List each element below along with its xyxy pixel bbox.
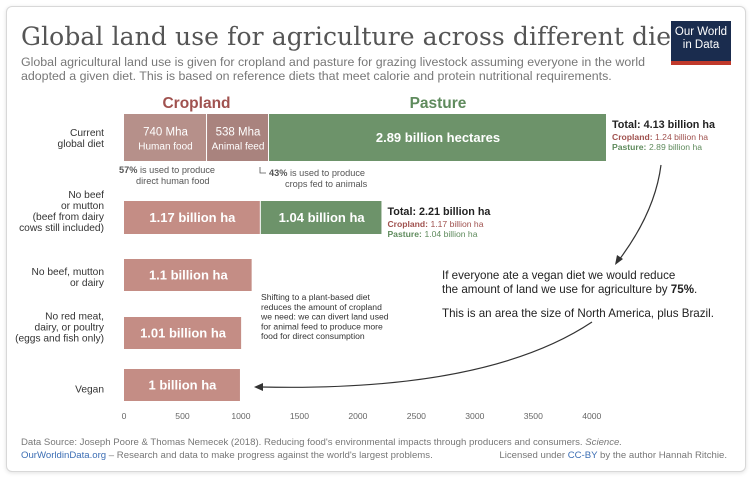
logo-line-2: in Data [682, 39, 720, 51]
x-tick-label: 0 [122, 411, 127, 421]
total-pasture-name: Pasture: [612, 142, 647, 152]
segment-value-label: 1.01 billion ha [140, 326, 227, 341]
x-tick-label: 1000 [231, 411, 250, 421]
chart-subtitle: Global agricultural land use is given fo… [21, 55, 645, 83]
diet-label: No beef, mutton or dairy [32, 267, 105, 289]
bar-segment-cropland [124, 317, 242, 349]
logo-line-1: Our World [674, 26, 728, 38]
arrow-current-head [615, 255, 623, 265]
legend-header-pasture: Pasture [410, 95, 467, 112]
annotation-shift-note: Shifting to a plant-based diet reduces th… [260, 292, 389, 341]
total-pasture-value: 1.04 billion ha [424, 229, 477, 239]
x-tick-label: 2000 [348, 411, 367, 421]
segment-value-label: 1.1 billion ha [149, 268, 229, 283]
arrow-callout-to-vegan [260, 321, 593, 388]
bar-segment-animal_feed [207, 114, 269, 161]
x-tick-label: 500 [175, 411, 190, 421]
callout-area-text: This is an area the size of North Americ… [442, 307, 714, 320]
segment-value-label: 1.17 billion ha [149, 210, 236, 225]
owid-logo[interactable]: Our World in Data [671, 21, 731, 65]
source-journal: Science. [585, 437, 623, 448]
land-use-chart: Cropland Pasture Current global diet 740 Mha… [15, 95, 716, 421]
bar-segment-pasture [269, 114, 606, 161]
legend-header-cropland: Cropland [162, 95, 230, 112]
diet-label: Vegan [75, 385, 104, 396]
license-suffix: by the author Hannah Ritchie. [597, 450, 727, 461]
license-prefix: Licensed under [499, 450, 568, 461]
total-cropland-value: 1.24 billion ha [655, 132, 708, 142]
diet-label: No beef or mutton (beef from dairy cows sti… [19, 190, 105, 234]
x-tick-label: 3000 [465, 411, 484, 421]
callout-vegan-line2: the amount of land we use for agricultur… [442, 283, 697, 296]
annotation-animal-feed: 43% is used to produce [269, 168, 365, 178]
bar-segment-cropland [124, 369, 240, 401]
annotation-human-food: 57% is used to produce [119, 165, 215, 175]
segment-value-label: 2.89 billion hectares [376, 130, 500, 145]
bar-segment-cropland [124, 201, 260, 234]
diet-label: Current global diet [58, 128, 105, 150]
annotation-animal-feed-line2: crops fed to animals [285, 179, 368, 189]
bar-segment-cropland [124, 259, 252, 291]
x-tick-label: 2500 [407, 411, 426, 421]
site-note: OurWorldinData.org – Research and data t… [21, 450, 433, 461]
license-note: Licensed under CC-BY by the author Hanna… [499, 450, 727, 461]
segment-sub-label: Animal feed [212, 142, 265, 153]
bar-segment-human_food [124, 114, 207, 161]
total-label: Total: 4.13 billion ha [612, 119, 716, 131]
x-tick-label: 3500 [524, 411, 543, 421]
site-text: – Research and data to make progress aga… [106, 450, 433, 461]
segment-value-label: 1.04 billion ha [279, 210, 366, 225]
total-pasture-name: Pasture: [387, 229, 422, 239]
chart-title: Global land use for agriculture across d… [21, 22, 695, 51]
segment-value-label: 538 Mha [216, 127, 261, 139]
segment-value-label: 1 billion ha [149, 378, 218, 393]
total-cropland-value: 1.17 billion ha [430, 219, 483, 229]
segment-sub-label: Human food [138, 142, 192, 153]
total-pasture-value: 2.89 billion ha [649, 142, 702, 152]
callout-vegan-line1: If everyone ate a vegan diet we would re… [442, 269, 675, 282]
segment-value-label: 740 Mha [143, 127, 188, 139]
arrow-vegan-head [254, 383, 263, 391]
total-label: Total: 2.21 billion ha [387, 206, 491, 218]
site-link[interactable]: OurWorldinData.org [21, 450, 107, 461]
x-tick-label: 4000 [582, 411, 601, 421]
annotation-bracket [259, 167, 266, 174]
source-note: Data Source: Joseph Poore & Thomas Nemec… [21, 437, 622, 448]
arrow-current-to-callout [618, 164, 662, 261]
chart-card: Global land use for agriculture across d… [6, 6, 746, 472]
bar-segment-pasture [260, 201, 382, 234]
total-cropland-name: Cropland: [612, 132, 653, 142]
diet-label: No red meat, dairy, or poultry (eggs and f… [15, 312, 105, 345]
x-tick-label: 1500 [290, 411, 309, 421]
annotation-human-food-line2: direct human food [136, 176, 210, 186]
total-cropland-name: Cropland: [387, 219, 428, 229]
license-link[interactable]: CC-BY [567, 450, 598, 461]
source-text: Data Source: Joseph Poore & Thomas Nemec… [21, 437, 586, 448]
